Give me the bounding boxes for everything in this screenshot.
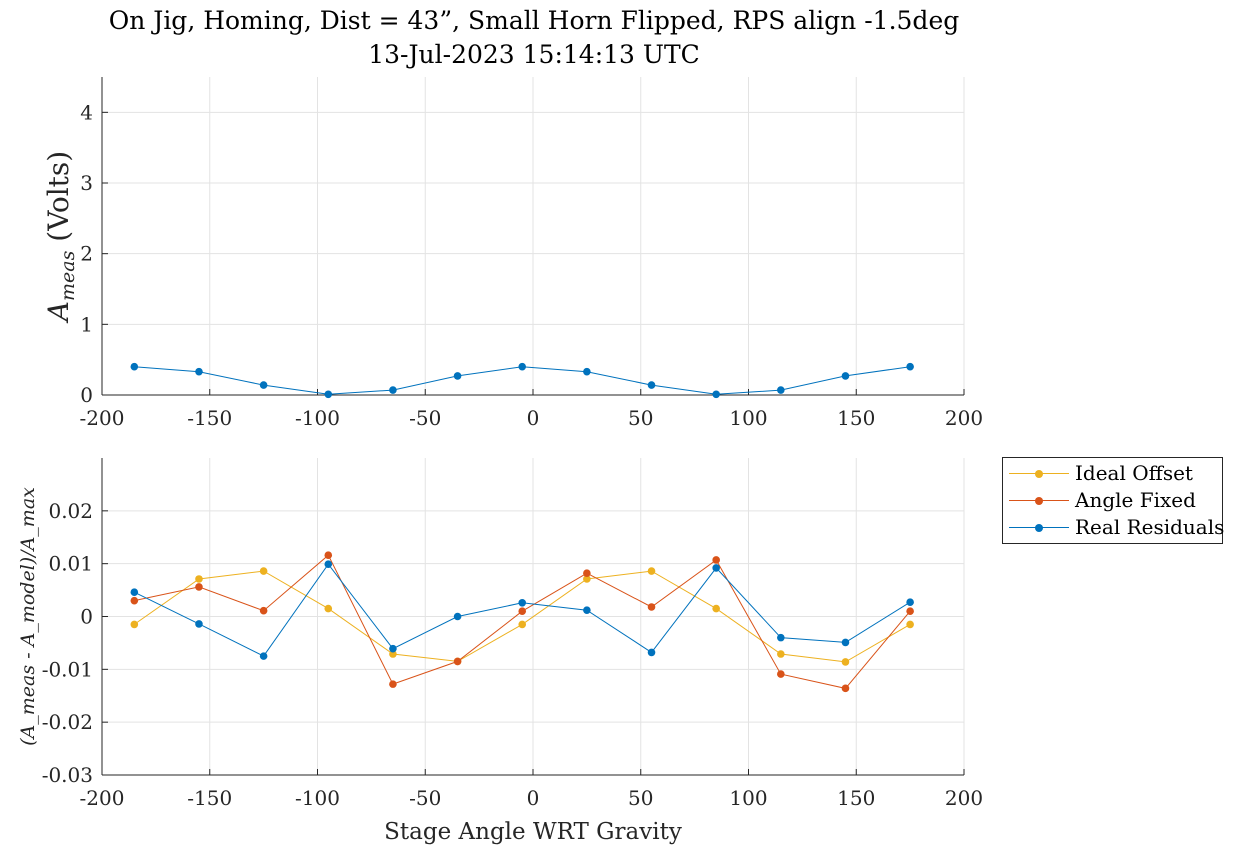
data-point-ideal-offset xyxy=(777,650,785,658)
data-point-ideal-offset xyxy=(259,567,268,575)
legend: Ideal Offset Angle Fixed Real Residuals xyxy=(1002,457,1225,544)
legend-marker-angle-fixed xyxy=(1035,497,1043,505)
data-point-angle-fixed xyxy=(647,603,656,611)
x-tick-label: 0 xyxy=(527,406,540,430)
data-point-ideal-offset xyxy=(195,575,203,583)
data-point-series xyxy=(647,381,656,389)
data-point-angle-fixed xyxy=(195,583,203,591)
y-tick-label: 0.01 xyxy=(48,552,93,576)
data-point-ideal-offset xyxy=(712,604,720,613)
data-point-real-residuals xyxy=(841,638,850,647)
x-tick-label: 50 xyxy=(628,406,653,430)
y-tick-label: -0.03 xyxy=(42,763,93,787)
y-tick-label: 0.02 xyxy=(48,499,93,523)
y-tick-label: 0 xyxy=(80,605,93,629)
data-point-angle-fixed xyxy=(130,596,139,605)
data-point-angle-fixed xyxy=(841,684,850,693)
x-tick-label: 150 xyxy=(837,406,875,430)
data-point-ideal-offset xyxy=(130,620,139,629)
data-point-angle-fixed xyxy=(777,670,785,678)
legend-item-real-residuals: Real Residuals xyxy=(1003,514,1225,541)
data-point-series xyxy=(195,367,203,376)
chart-title-line-1: On Jig, Homing, Dist = 43”, Small Horn F… xyxy=(108,6,960,35)
data-point-angle-fixed xyxy=(583,569,591,577)
legend-label-real-residuals: Real Residuals xyxy=(1075,515,1225,539)
data-point-real-residuals xyxy=(906,598,914,607)
data-point-series xyxy=(906,362,914,371)
data-point-real-residuals xyxy=(453,612,462,621)
lower-axes: -200 -150 -100 -50 0 50 100 150 200 -0.03 -0.02 -0.… xyxy=(17,458,983,845)
data-point-ideal-offset xyxy=(583,575,591,583)
data-point-ideal-offset xyxy=(841,658,850,666)
data-point-series xyxy=(453,372,462,380)
data-point-ideal-offset xyxy=(518,620,527,629)
data-point-ideal-offset xyxy=(324,604,333,613)
data-point-series xyxy=(712,390,720,399)
x-tick-label: 150 xyxy=(837,786,875,810)
data-point-series xyxy=(777,386,785,394)
data-point-real-residuals xyxy=(583,606,591,614)
data-point-angle-fixed xyxy=(906,607,914,616)
data-point-real-residuals xyxy=(389,644,397,653)
legend-item-angle-fixed: Angle Fixed xyxy=(1003,487,1222,514)
data-point-real-residuals xyxy=(518,598,527,607)
data-point-real-residuals xyxy=(324,560,333,568)
x-tick-label: 100 xyxy=(729,406,767,430)
x-tick-label: 100 xyxy=(729,786,767,810)
data-point-series xyxy=(324,390,333,399)
data-point-angle-fixed xyxy=(712,556,720,564)
upper-axes: -200 -150 -100 -50 0 50 100 150 200 0 1 2 3 4 Ameas (V… xyxy=(42,77,983,430)
x-tick-label: -150 xyxy=(187,406,232,430)
y-tick-label: -0.01 xyxy=(42,657,93,681)
data-point-series xyxy=(841,372,850,380)
data-point-ideal-offset xyxy=(647,567,656,575)
data-point-real-residuals xyxy=(130,588,139,596)
chart-title-line-2: 13-Jul-2023 15:14:13 UTC xyxy=(368,40,700,69)
data-point-angle-fixed xyxy=(259,606,268,615)
x-axis-label: Stage Angle WRT Gravity xyxy=(384,819,682,845)
data-point-series xyxy=(389,386,397,394)
data-point-ideal-offset xyxy=(389,650,397,658)
data-point-ideal-offset xyxy=(906,620,914,629)
y-tick-label: 1 xyxy=(80,312,93,336)
x-tick-label: -100 xyxy=(295,406,340,430)
x-tick-label: 0 xyxy=(527,786,540,810)
data-point-angle-fixed xyxy=(389,680,397,688)
x-tick-label: -150 xyxy=(187,786,232,810)
data-point-series xyxy=(583,367,591,376)
y-tick-label: 2 xyxy=(80,242,93,266)
data-point-series xyxy=(130,362,139,371)
data-point-real-residuals xyxy=(777,633,785,642)
data-point-angle-fixed xyxy=(453,657,462,666)
data-point-angle-fixed xyxy=(324,551,333,560)
data-point-real-residuals xyxy=(712,564,720,572)
y-axis-label: (A_meas - A_model)/A_max xyxy=(17,487,39,746)
y-tick-label: -0.02 xyxy=(42,710,93,734)
x-tick-label: -200 xyxy=(80,786,125,810)
x-tick-label: -50 xyxy=(409,786,441,810)
y-tick-label: 4 xyxy=(80,100,93,124)
y-tick-label: 3 xyxy=(80,171,93,195)
data-point-real-residuals xyxy=(259,652,268,660)
data-point-real-residuals xyxy=(647,648,656,657)
x-tick-label: 200 xyxy=(945,786,983,810)
legend-marker-real-residuals xyxy=(1035,524,1043,532)
legend-label-angle-fixed: Angle Fixed xyxy=(1075,488,1196,512)
data-point-angle-fixed xyxy=(518,607,527,616)
data-point-series xyxy=(259,381,268,389)
x-tick-label: 50 xyxy=(628,786,653,810)
data-point-series xyxy=(518,362,527,371)
data-point-real-residuals xyxy=(195,620,203,628)
y-axis-label: Ameas (Volts) xyxy=(42,151,79,324)
x-tick-label: -50 xyxy=(409,406,441,430)
x-tick-label: -100 xyxy=(295,786,340,810)
y-tick-label: 0 xyxy=(80,383,93,407)
legend-label-ideal-offset: Ideal Offset xyxy=(1075,461,1193,485)
x-tick-label: 200 xyxy=(945,406,983,430)
legend-marker-ideal-offset xyxy=(1035,470,1043,478)
legend-item-ideal-offset: Ideal Offset xyxy=(1003,460,1222,487)
x-tick-label: -200 xyxy=(80,406,125,430)
